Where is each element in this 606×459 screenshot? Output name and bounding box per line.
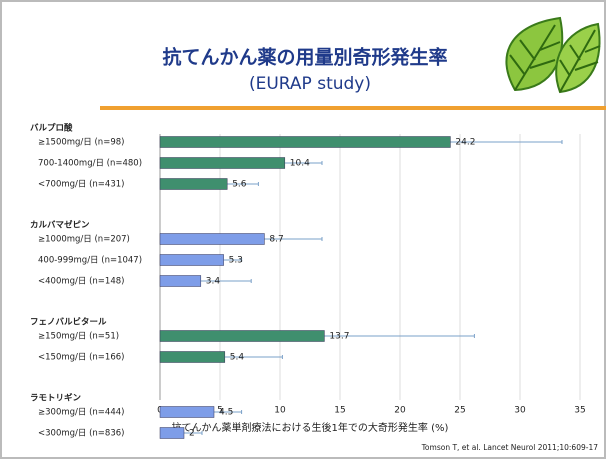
y-tick-label: 700-1400mg/日 (n=480) [38, 159, 142, 169]
bar [159, 406, 215, 418]
y-tick-label: <700mg/日 (n=431) [38, 180, 124, 190]
y-tick-label: <400mg/日 (n=148) [38, 277, 124, 287]
group-label: カルバマゼピン [30, 220, 90, 231]
value-label: 3.4 [206, 277, 221, 287]
value-label: 24.2 [455, 138, 475, 148]
value-label: 10.4 [290, 159, 310, 169]
bar [159, 178, 228, 190]
chart-title: 抗てんかん薬の用量別奇形発生率 [162, 46, 447, 69]
x-tick-label: 35 [574, 406, 585, 416]
value-label: 5.4 [230, 353, 245, 363]
y-tick-label: ≥300mg/日 (n=444) [38, 408, 124, 418]
bar [159, 427, 185, 439]
x-axis-label: 抗てんかん薬単剤療法における生後1年での大奇形発生率 (%) [172, 421, 449, 434]
y-tick-label: ≥1500mg/日 (n=98) [38, 138, 124, 148]
y-tick-label: ≥1000mg/日 (n=207) [38, 235, 130, 245]
y-tick-label: 400-999mg/日 (n=1047) [38, 256, 142, 266]
value-label: 5.6 [232, 180, 247, 190]
x-tick-label: 15 [334, 406, 345, 416]
bar [159, 157, 286, 169]
y-tick-label: ≥150mg/日 (n=51) [38, 332, 119, 342]
value-label: 2 [189, 429, 195, 439]
group-label: ラモトリギン [30, 393, 82, 404]
group-label: フェノバルビタール [30, 317, 107, 328]
bar [159, 233, 265, 245]
chart-subtitle: (EURAP study) [249, 74, 371, 94]
leaf-decoration [505, 16, 601, 94]
value-label: 4.5 [219, 408, 233, 418]
group-label: バルプロ酸 [30, 123, 73, 134]
x-tick-label: 30 [514, 406, 526, 416]
x-tick-label: 5 [217, 406, 223, 416]
value-label: 13.7 [329, 332, 349, 342]
source: Tomson T, et al. Lancet Neurol 2011;10:6… [421, 443, 599, 452]
value-label: 5.3 [229, 256, 243, 266]
bar [159, 330, 325, 342]
bar [159, 136, 451, 148]
bar [159, 351, 226, 363]
bar [159, 254, 224, 266]
x-tick-label: 10 [274, 406, 286, 416]
x-tick-label: 25 [454, 406, 465, 416]
x-tick-label: 20 [394, 406, 406, 416]
value-label: 8.7 [269, 235, 283, 245]
y-tick-label: <150mg/日 (n=166) [38, 353, 124, 363]
y-tick-label: <300mg/日 (n=836) [38, 429, 124, 439]
bar [159, 275, 202, 287]
